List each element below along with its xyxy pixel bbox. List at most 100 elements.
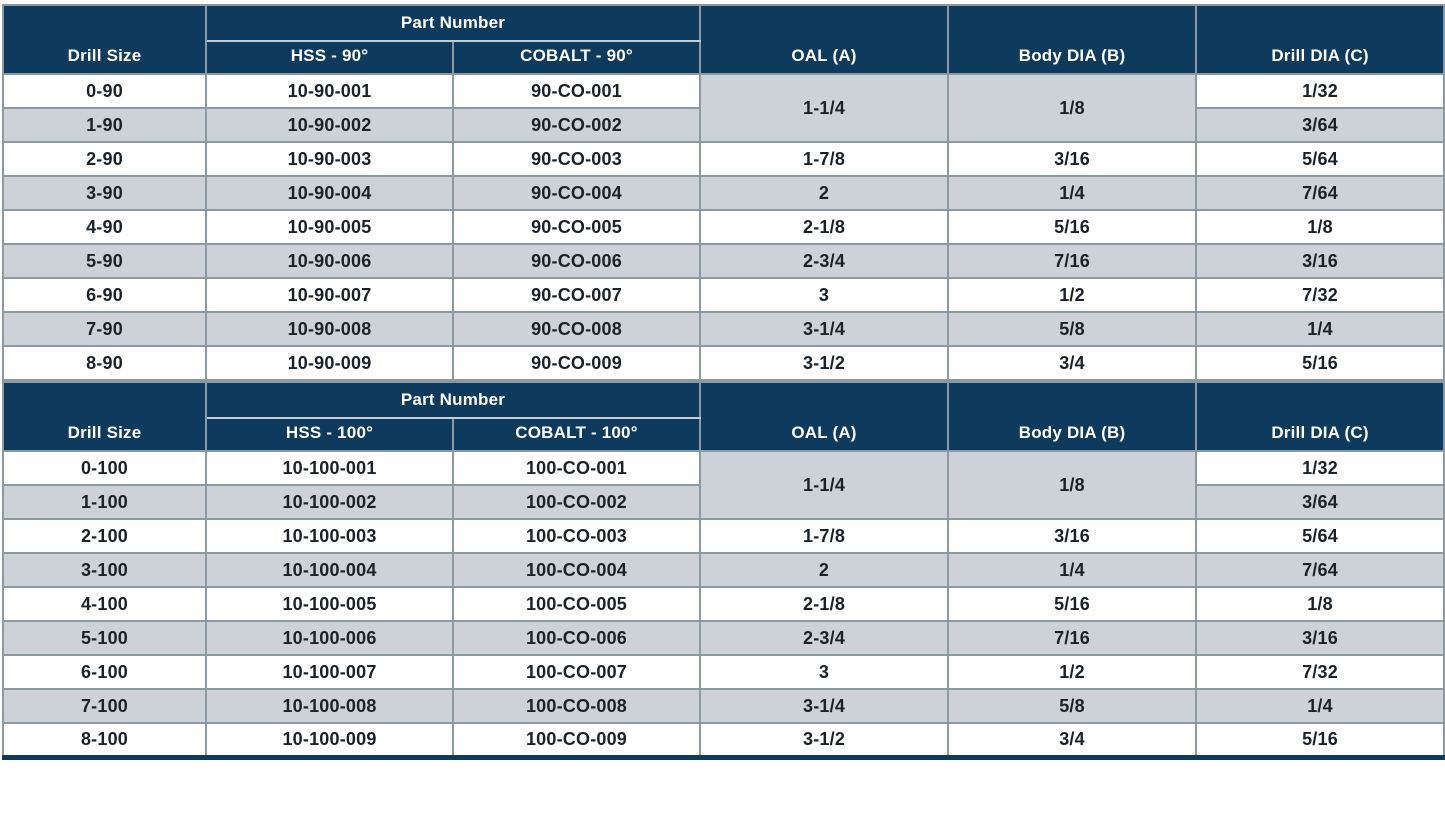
cobalt-part-number-cell: 100-CO-008 — [451, 688, 702, 724]
cobalt-part-number-cell: 90-CO-002 — [451, 107, 702, 143]
oal-cell: 3-1/2 — [699, 345, 950, 381]
drill-size-cell: 7-100 — [2, 688, 207, 724]
drill-size-cell: 2-90 — [2, 141, 207, 177]
drill-dia-cell: 3/16 — [1195, 243, 1445, 279]
oal-cell: 1-7/8 — [699, 141, 950, 177]
oal-cell: 2-1/8 — [699, 209, 950, 245]
body-dia-cell: 7/16 — [947, 243, 1198, 279]
table-row: 1-90 10-90-002 90-CO-002 3/64 — [2, 107, 1445, 143]
hss-part-number-cell: 10-90-002 — [205, 107, 454, 143]
cobalt-part-number-cell: 90-CO-003 — [451, 141, 702, 177]
cobalt-part-number-cell: 90-CO-007 — [451, 277, 702, 313]
body-dia-cell: 3/4 — [947, 722, 1198, 758]
hss-part-number-cell: 10-90-006 — [205, 243, 454, 279]
column-header-body-dia: Body DIA (B) — [947, 4, 1198, 75]
cobalt-part-number-cell: 100-CO-007 — [451, 654, 702, 690]
cobalt-part-number-cell: 100-CO-001 — [451, 450, 702, 486]
drill-dia-cell: 1/4 — [1195, 688, 1445, 724]
drill-dia-cell: 5/64 — [1195, 141, 1445, 177]
cobalt-part-number-cell: 100-CO-005 — [451, 586, 702, 622]
body-dia-cell: 5/16 — [947, 586, 1198, 622]
drill-size-cell: 4-90 — [2, 209, 207, 245]
drill-dia-cell: 7/64 — [1195, 175, 1445, 211]
hss-part-number-cell: 10-100-002 — [205, 484, 454, 520]
hss-part-number-cell: 10-100-007 — [205, 654, 454, 690]
oal-cell: 2-3/4 — [699, 620, 950, 656]
hss-part-number-cell: 10-90-009 — [205, 345, 454, 381]
body-dia-cell: 7/16 — [947, 620, 1198, 656]
drill-table-100-degree: Drill Size Part Number OAL (A) Body DIA … — [2, 381, 1445, 760]
table-row: 4-90 10-90-005 90-CO-005 2-1/8 5/16 1/8 — [2, 209, 1445, 245]
drill-size-cell: 3-90 — [2, 175, 207, 211]
drill-size-cell: 0-100 — [2, 450, 207, 486]
body-dia-cell: 3/16 — [947, 141, 1198, 177]
cobalt-part-number-cell: 100-CO-004 — [451, 552, 702, 588]
oal-cell: 2 — [699, 175, 950, 211]
column-header-drill-size: Drill Size — [2, 4, 207, 75]
oal-cell: 3 — [699, 277, 950, 313]
table-row: 2-100 10-100-003 100-CO-003 1-7/8 3/16 5/64 — [2, 518, 1445, 554]
table-row: 4-100 10-100-005 100-CO-005 2-1/8 5/16 1/8 — [2, 586, 1445, 622]
drill-size-cell: 5-100 — [2, 620, 207, 656]
hss-part-number-cell: 10-100-004 — [205, 552, 454, 588]
column-header-drill-dia: Drill DIA (C) — [1195, 4, 1445, 75]
body-dia-cell: 1/2 — [947, 277, 1198, 313]
drill-size-cell: 3-100 — [2, 552, 207, 588]
hss-part-number-cell: 10-90-005 — [205, 209, 454, 245]
drill-size-cell: 5-90 — [2, 243, 207, 279]
drill-size-cell: 8-90 — [2, 345, 207, 381]
table-row: 5-100 10-100-006 100-CO-006 2-3/4 7/16 3/16 — [2, 620, 1445, 656]
table-row: 3-100 10-100-004 100-CO-004 2 1/4 7/64 — [2, 552, 1445, 588]
table-row: 1-100 10-100-002 100-CO-002 3/64 — [2, 484, 1445, 520]
oal-cell: 2-3/4 — [699, 243, 950, 279]
drill-size-cell: 2-100 — [2, 518, 207, 554]
drill-dia-cell: 3/64 — [1195, 484, 1445, 520]
column-header-part-number: Part Number — [204, 381, 702, 419]
table-row: 6-90 10-90-007 90-CO-007 3 1/2 7/32 — [2, 277, 1445, 313]
cobalt-part-number-cell: 90-CO-006 — [451, 243, 702, 279]
cobalt-part-number-cell: 100-CO-002 — [451, 484, 702, 520]
drill-size-cell: 6-100 — [2, 654, 207, 690]
column-header-oal: OAL (A) — [699, 381, 950, 452]
drill-dia-cell: 1/4 — [1195, 311, 1445, 347]
oal-cell: 2 — [699, 552, 950, 588]
cobalt-part-number-cell: 90-CO-009 — [451, 345, 702, 381]
cobalt-part-number-cell: 100-CO-006 — [451, 620, 702, 656]
column-header-drill-size: Drill Size — [2, 381, 207, 452]
table-row: 2-90 10-90-003 90-CO-003 1-7/8 3/16 5/64 — [2, 141, 1445, 177]
hss-part-number-cell: 10-90-001 — [205, 73, 454, 109]
body-dia-cell: 3/4 — [947, 345, 1198, 381]
drill-dia-cell: 1/8 — [1195, 586, 1445, 622]
table-row: 0-100 10-100-001 100-CO-001 1-1/4 1/8 1/32 — [2, 450, 1445, 520]
drill-size-cell: 1-100 — [2, 484, 207, 520]
drill-dia-cell: 7/32 — [1195, 654, 1445, 690]
table-row: 5-90 10-90-006 90-CO-006 2-3/4 7/16 3/16 — [2, 243, 1445, 279]
hss-part-number-cell: 10-100-009 — [205, 722, 454, 758]
drill-dia-cell: 3/64 — [1195, 107, 1445, 143]
hss-part-number-cell: 10-90-004 — [205, 175, 454, 211]
drill-table-body-0: 0-90 10-90-001 90-CO-001 1-1/4 1/8 1/32 1-90 10… — [2, 73, 1445, 381]
drill-size-cell: 7-90 — [2, 311, 207, 347]
drill-dia-cell: 7/64 — [1195, 552, 1445, 588]
column-header-hss: HSS - 90° — [205, 40, 454, 75]
table-row: 0-90 10-90-001 90-CO-001 1-1/4 1/8 1/32 — [2, 73, 1445, 143]
cobalt-part-number-cell: 90-CO-004 — [451, 175, 702, 211]
cobalt-part-number-cell: 90-CO-001 — [451, 73, 702, 109]
drill-dia-cell: 5/16 — [1195, 345, 1445, 381]
hss-part-number-cell: 10-90-008 — [205, 311, 454, 347]
column-header-drill-dia: Drill DIA (C) — [1195, 381, 1445, 452]
body-dia-cell: 5/8 — [947, 688, 1198, 724]
drill-dia-cell: 3/16 — [1195, 620, 1445, 656]
table-header-90: Drill Size Part Number OAL (A) Body DIA … — [2, 4, 1445, 75]
hss-part-number-cell: 10-100-008 — [205, 688, 454, 724]
column-header-cobalt: COBALT - 90° — [451, 40, 702, 75]
cobalt-part-number-cell: 90-CO-005 — [451, 209, 702, 245]
oal-cell: 3 — [699, 654, 950, 690]
drill-size-cell: 4-100 — [2, 586, 207, 622]
table-row: 8-100 10-100-009 100-CO-009 3-1/2 3/4 5/16 — [2, 722, 1445, 758]
hss-part-number-cell: 10-90-003 — [205, 141, 454, 177]
drill-dia-cell: 5/64 — [1195, 518, 1445, 554]
column-header-body-dia: Body DIA (B) — [947, 381, 1198, 452]
drill-table-body-1: 0-100 10-100-001 100-CO-001 1-1/4 1/8 1/32 1-1… — [2, 450, 1445, 758]
table-row: 8-90 10-90-009 90-CO-009 3-1/2 3/4 5/16 — [2, 345, 1445, 381]
